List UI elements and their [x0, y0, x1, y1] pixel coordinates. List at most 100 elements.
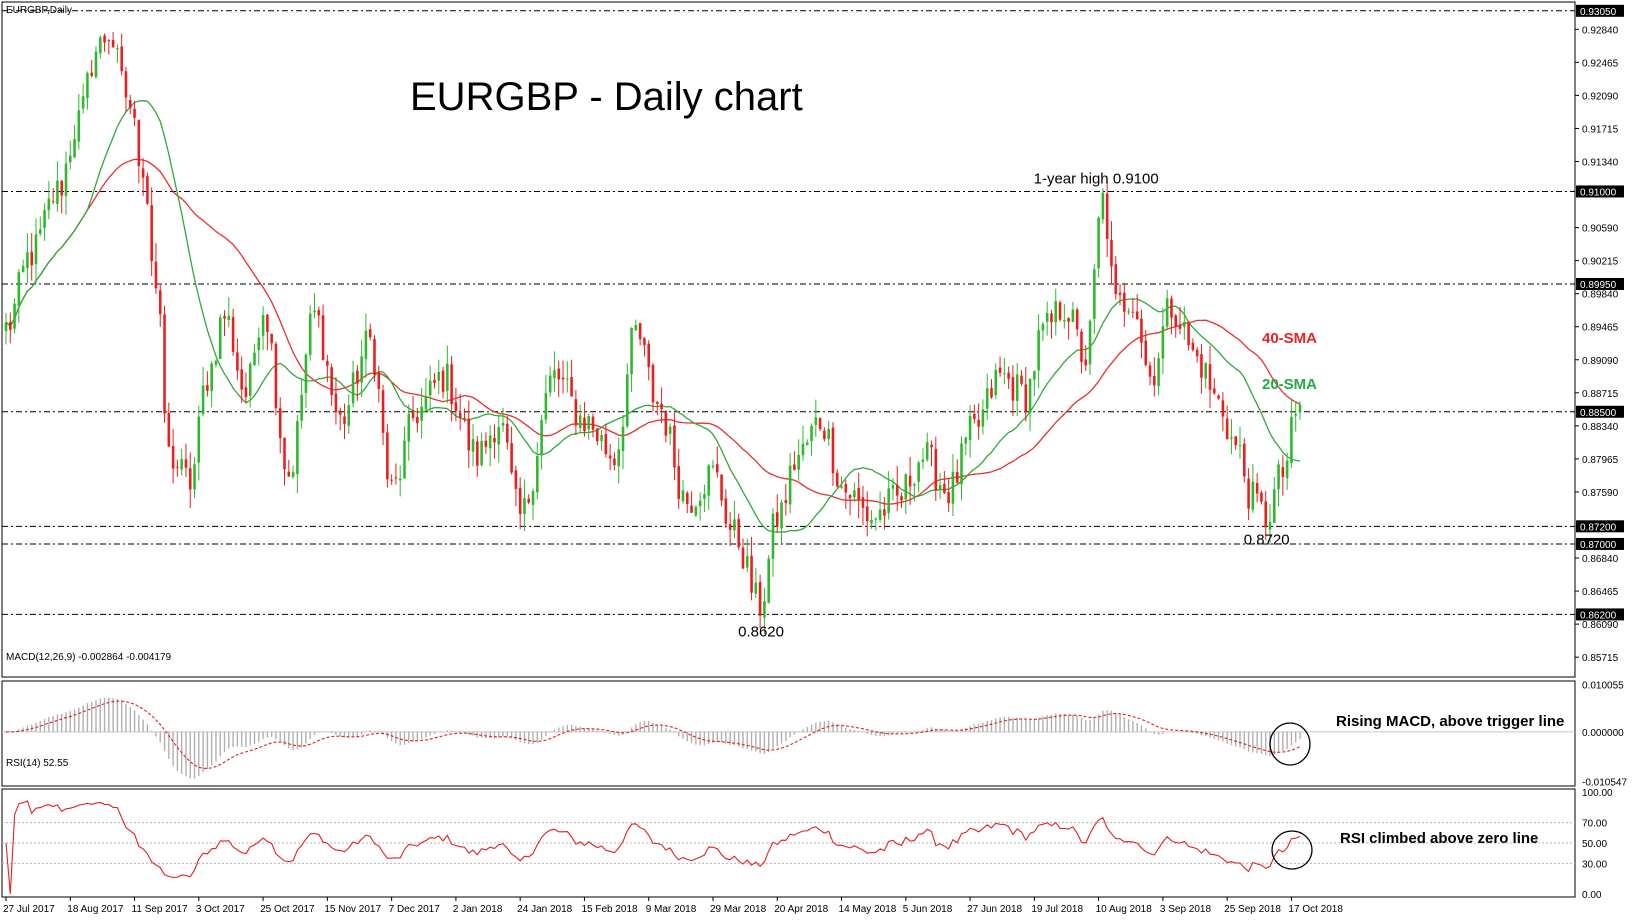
- candle-body: [960, 443, 963, 485]
- candle: [848, 494, 852, 516]
- candle: [874, 517, 878, 531]
- candle-body: [1028, 378, 1032, 414]
- candle: [1067, 317, 1070, 340]
- candle-body: [1281, 467, 1285, 477]
- candle-body: [1024, 384, 1028, 412]
- panel-border: [1, 1, 1576, 678]
- candle: [801, 425, 805, 461]
- candle-body: [416, 417, 419, 424]
- candle: [210, 360, 213, 408]
- candle: [253, 344, 256, 366]
- candle: [420, 387, 423, 439]
- candle-body: [1058, 302, 1062, 320]
- candle: [4, 313, 8, 345]
- candle-body: [296, 421, 299, 475]
- candle: [544, 374, 548, 424]
- candle: [158, 283, 162, 327]
- candle: [561, 360, 565, 394]
- candle-body: [711, 465, 715, 468]
- candle: [994, 363, 998, 400]
- candle-body: [471, 439, 475, 452]
- candle: [934, 436, 938, 501]
- candle-body: [287, 471, 291, 477]
- candle-body: [188, 468, 192, 490]
- candle-body: [1007, 372, 1010, 379]
- candle: [587, 413, 591, 440]
- candle: [231, 308, 235, 356]
- rsi-panel: 100.00 70.00 50.00 30.00 0.00: [2, 788, 1613, 901]
- price-panel: [1, 1, 1576, 898]
- candle: [917, 460, 920, 493]
- candle-body: [810, 425, 813, 441]
- candle: [257, 327, 261, 366]
- candle-body: [111, 40, 115, 48]
- candle: [604, 423, 608, 458]
- candle: [1217, 394, 1220, 400]
- candle-body: [480, 440, 483, 466]
- candle-body: [343, 416, 346, 424]
- candle-body: [1084, 359, 1088, 366]
- candle-body: [1037, 330, 1040, 371]
- candle: [638, 322, 642, 346]
- candle-body: [887, 488, 890, 514]
- candle-body: [977, 419, 980, 427]
- candle: [814, 399, 818, 437]
- candle: [68, 140, 72, 170]
- candle-body: [767, 558, 770, 603]
- candle-body: [68, 155, 72, 163]
- candle-body: [758, 582, 762, 616]
- candle: [1041, 321, 1045, 342]
- candle-body: [626, 374, 629, 427]
- candle: [865, 491, 869, 537]
- candle-body: [1131, 311, 1135, 313]
- candle: [261, 306, 265, 351]
- candle-body: [754, 582, 758, 594]
- candle: [1011, 365, 1015, 416]
- candle: [673, 412, 676, 481]
- candle-body: [1041, 323, 1045, 331]
- candle: [398, 465, 402, 497]
- candle-body: [210, 363, 213, 392]
- candle: [381, 384, 385, 446]
- candle-body: [763, 601, 766, 618]
- candle: [711, 459, 715, 470]
- candle: [921, 448, 925, 470]
- candle: [403, 426, 406, 479]
- candle: [1075, 307, 1079, 337]
- price-level-label: 0.93050: [1580, 7, 1617, 18]
- candle-body: [566, 378, 569, 380]
- price-tick-label: 0.86465: [1582, 587, 1619, 598]
- candle: [668, 423, 672, 445]
- candle-body: [1075, 309, 1079, 330]
- candle-body: [883, 509, 886, 516]
- candle-body: [141, 168, 145, 178]
- candle: [47, 181, 51, 220]
- candle: [793, 451, 796, 471]
- candle-body: [146, 176, 149, 204]
- candle: [634, 319, 638, 332]
- candle: [690, 491, 693, 513]
- candle-body: [313, 310, 316, 313]
- candle-body: [673, 425, 676, 468]
- candle: [685, 491, 689, 514]
- candle-body: [433, 379, 436, 383]
- candle: [300, 377, 303, 429]
- rsi-tick-label: 30.00: [1582, 859, 1607, 870]
- candle-body: [51, 201, 55, 203]
- candle-body: [720, 474, 723, 501]
- candle: [338, 407, 342, 431]
- candle-body: [934, 448, 938, 491]
- candle-body: [857, 487, 860, 500]
- candle-body: [844, 484, 848, 493]
- candle-body: [1187, 322, 1190, 346]
- candle: [1208, 345, 1212, 409]
- candle: [1003, 357, 1006, 385]
- candle-body: [655, 401, 659, 404]
- candle: [8, 312, 12, 344]
- candle: [1238, 426, 1242, 459]
- candle-body: [1165, 298, 1169, 327]
- candle-body: [990, 388, 993, 398]
- candle: [947, 479, 950, 512]
- candle: [176, 459, 179, 477]
